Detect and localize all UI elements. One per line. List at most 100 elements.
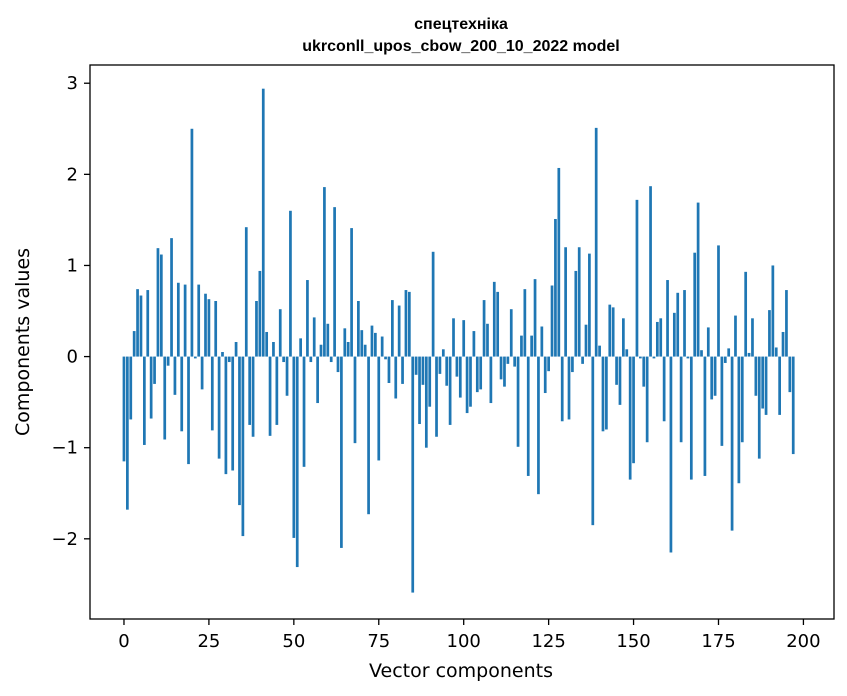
bar (424, 356, 428, 448)
bar (560, 356, 564, 422)
x-tick-label: 100 (447, 631, 481, 652)
bar (567, 356, 571, 420)
bar (265, 331, 269, 357)
bar (126, 356, 129, 510)
bar (248, 356, 252, 425)
bar (360, 330, 364, 357)
bar (292, 356, 296, 538)
bar (200, 356, 204, 390)
y-tick-label: −1 (51, 438, 78, 459)
x-tick-label: 175 (701, 631, 735, 652)
bar (469, 356, 472, 407)
x-tick-label: 75 (367, 631, 390, 652)
bar (418, 356, 421, 425)
bar (156, 248, 160, 357)
bar (129, 356, 133, 420)
bar (407, 291, 411, 357)
bar (197, 284, 201, 357)
bar (357, 301, 360, 357)
bar (492, 281, 496, 357)
bar (676, 292, 680, 357)
bar (645, 356, 649, 443)
bar (166, 356, 170, 366)
bar (210, 356, 214, 431)
bar (778, 356, 781, 415)
bar (374, 332, 377, 357)
bar (734, 315, 737, 357)
x-tick-label: 25 (197, 631, 220, 652)
bar (608, 304, 612, 357)
bar (530, 335, 533, 357)
bar (244, 227, 248, 357)
bar (132, 331, 136, 357)
bar (231, 356, 235, 471)
bar (380, 336, 384, 357)
bar (428, 356, 432, 407)
bar (540, 326, 544, 357)
bar (431, 251, 435, 357)
bar (441, 349, 445, 357)
bar (190, 128, 194, 357)
bar (289, 210, 292, 357)
bar (768, 310, 771, 357)
bar (751, 318, 754, 357)
bar (723, 356, 727, 363)
bar (234, 342, 238, 357)
bar (771, 265, 775, 357)
bar (754, 356, 758, 396)
bar (241, 356, 245, 537)
y-tick-label: 2 (67, 164, 78, 185)
bar (788, 356, 792, 393)
y-tick-label: 1 (67, 255, 78, 276)
bar (520, 335, 523, 357)
bar (146, 290, 150, 357)
bar (255, 301, 258, 357)
bar (730, 356, 734, 531)
bar (635, 199, 639, 357)
bar (679, 356, 683, 443)
bar (591, 356, 595, 526)
bar (170, 238, 173, 357)
bar (696, 202, 700, 357)
bar (445, 356, 449, 386)
bar (598, 345, 601, 357)
bar (176, 282, 180, 357)
bar (605, 356, 608, 430)
bar (686, 356, 690, 359)
bar (363, 344, 367, 357)
bar (193, 356, 197, 359)
bar (367, 356, 370, 515)
bar (764, 356, 768, 415)
bar (448, 356, 452, 425)
bar (740, 356, 744, 443)
plot-frame (89, 64, 835, 620)
bar (153, 356, 156, 384)
bar (312, 317, 316, 357)
x-tick-label: 150 (616, 631, 650, 652)
bar (306, 280, 309, 357)
bar (173, 356, 177, 395)
x-axis-ticks: 0 25 50 75 100 125 150 175 200 (118, 619, 821, 652)
bar (214, 301, 218, 357)
bar (159, 254, 163, 357)
y-tick-label: 3 (67, 73, 78, 94)
bar (217, 356, 221, 459)
x-tick-label: 0 (118, 631, 129, 652)
bar (482, 300, 486, 357)
bar (791, 356, 795, 455)
bar (285, 356, 289, 396)
bar (486, 323, 489, 357)
bar (533, 279, 537, 357)
bar (683, 290, 686, 357)
bar (706, 327, 710, 357)
bar (689, 356, 693, 480)
bar (652, 356, 656, 359)
bar (523, 289, 527, 357)
y-axis-ticks: −2 −1 0 1 2 3 (51, 73, 90, 550)
bar (299, 338, 302, 357)
bar (384, 356, 387, 360)
bar (662, 356, 666, 422)
bar (489, 356, 493, 404)
